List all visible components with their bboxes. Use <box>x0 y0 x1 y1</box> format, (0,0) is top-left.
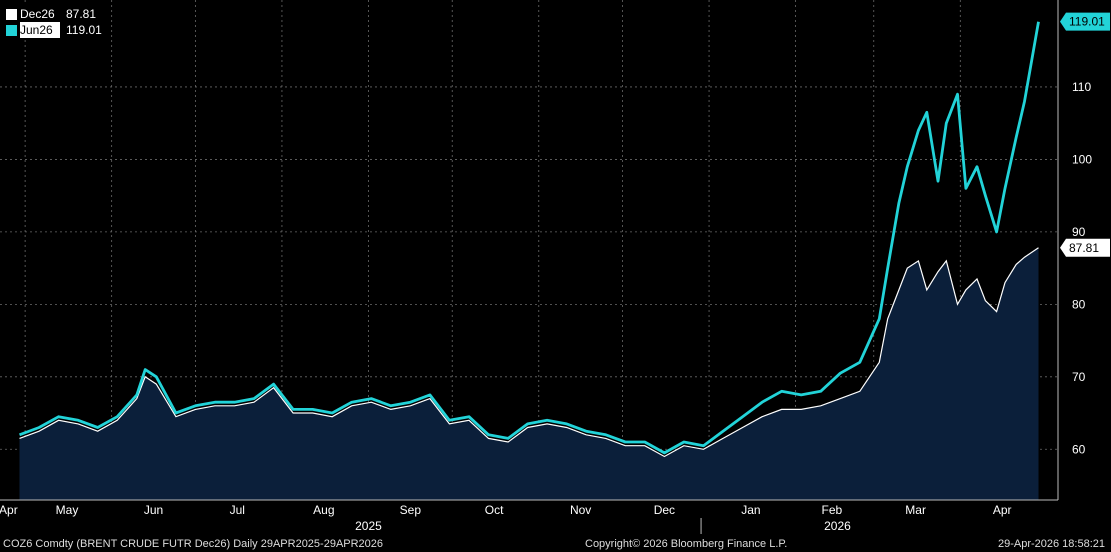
y-tick-label: 100 <box>1072 152 1092 166</box>
x-month-label: Oct <box>485 503 504 517</box>
last-value-tag-bg <box>1060 238 1110 257</box>
legend-value: 119.01 <box>66 23 102 37</box>
legend: Dec26 87.81 Jun26 119.01 <box>2 4 106 40</box>
x-month-label: Jan <box>741 503 760 517</box>
x-month-label: Sep <box>400 503 422 517</box>
legend-name: Dec26 <box>20 7 55 21</box>
y-tick-label: 90 <box>1072 225 1086 239</box>
legend-swatch-dec26 <box>6 8 17 20</box>
jun26-series-line <box>19 21 1040 455</box>
footer-timestamp: 29-Apr-2026 18:58:21 <box>997 538 1105 550</box>
y-tick-label: 110 <box>1072 80 1091 94</box>
dec26-area-fill <box>19 247 1039 500</box>
footer-copyright: Copyright© 2026 Bloomberg Finance L.P. <box>585 538 788 550</box>
footer-security-description: COZ6 Comdty (BRENT CRUDE FUTR Dec26) Dai… <box>3 538 384 550</box>
legend-name: Jun26 <box>20 22 60 38</box>
x-month-label: Feb <box>822 503 843 517</box>
x-year-label: 2026 <box>824 519 851 533</box>
x-axis: Apr May Jun Jul Aug Sep Oct Nov Dec Jan Feb Mar Apr 2… <box>0 499 1058 534</box>
last-value-tags: 119.01 87.81 <box>1060 12 1110 257</box>
x-month-label: Aug <box>313 503 334 517</box>
x-year-label: 2025 <box>355 519 382 533</box>
legend-item-jun26: Jun26 119.01 <box>6 22 102 38</box>
x-month-label: Apr <box>993 503 1012 517</box>
y-tick-label: 70 <box>1072 370 1086 384</box>
legend-swatch-jun26 <box>6 24 17 36</box>
legend-value: 87.81 <box>66 7 97 21</box>
x-month-label: Jun <box>144 503 163 517</box>
x-month-label: Mar <box>905 503 926 517</box>
y-axis: 60 70 80 90 100 110 <box>1057 0 1092 500</box>
legend-item-dec26: Dec26 87.81 <box>6 6 102 22</box>
x-month-label: Jul <box>230 503 245 517</box>
y-tick-label: 60 <box>1072 442 1086 456</box>
dec26-last-value-tag: 87.81 <box>1060 238 1110 257</box>
last-value-tag-text: 119.01 <box>1069 15 1105 29</box>
last-value-tag-text: 87.81 <box>1069 241 1099 255</box>
y-tick-label: 80 <box>1072 297 1086 311</box>
x-month-label: Dec <box>654 503 675 517</box>
jun26-last-value-tag: 119.01 <box>1060 12 1110 31</box>
x-month-label: Nov <box>570 503 591 517</box>
dec26-series-line <box>19 247 1039 458</box>
x-month-label: May <box>56 503 79 517</box>
x-month-label: Apr <box>0 503 18 517</box>
last-value-tag-bg <box>1060 12 1110 31</box>
